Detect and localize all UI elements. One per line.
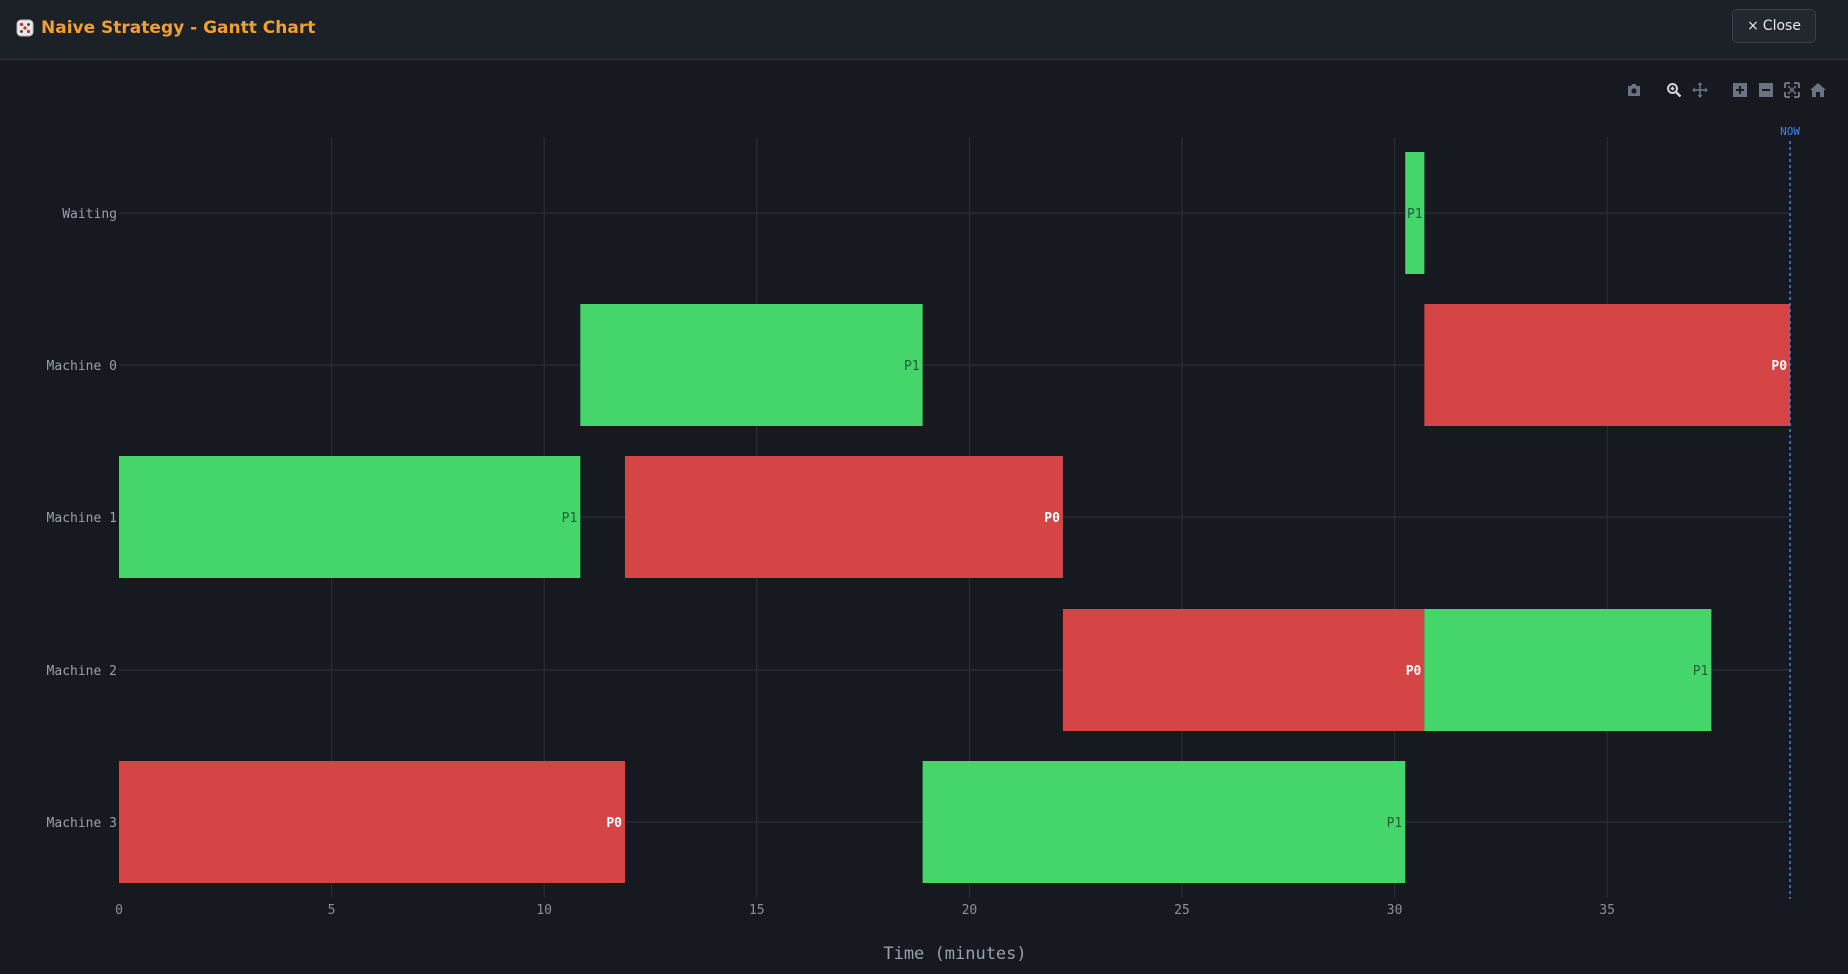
y-tick-label: Machine 0 (47, 359, 117, 374)
x-tick-label: 35 (1599, 903, 1615, 918)
close-icon: × (1747, 18, 1759, 34)
bar-label: P0 (606, 816, 622, 831)
gantt-chart: P1 P1 P0 P1 P0 P0 P1 P0 P1 NOW 0 5 10 15 20 25 30 35 Wait… (47, 125, 1801, 964)
bar-label: P1 (1387, 816, 1403, 831)
x-tick-label: 25 (1174, 903, 1190, 918)
bar-rect[interactable] (1062, 609, 1425, 731)
y-tick-label: Machine 2 (47, 664, 117, 679)
zoom-icon[interactable] (1664, 80, 1684, 100)
bars-layer: P1 P1 P0 P1 P0 P0 P1 P0 P1 NOW (119, 125, 1800, 899)
modal-header: Naive Strategy - Gantt Chart × Close (0, 0, 1848, 60)
gantt-bar-p1[interactable]: P1 (119, 456, 581, 578)
bar-rect[interactable] (1424, 609, 1712, 731)
x-tick-label: 10 (536, 903, 552, 918)
gantt-bar-p1[interactable]: P1 (1424, 609, 1712, 731)
bar-rect[interactable] (580, 304, 923, 426)
y-tick-label: Waiting (62, 207, 117, 222)
gantt-bar-p1[interactable]: P1 (580, 304, 923, 426)
bar-rect[interactable] (119, 456, 581, 578)
now-label: NOW (1780, 125, 1800, 138)
gantt-bar-p0[interactable]: P0 (119, 761, 625, 883)
bar-label: P1 (904, 359, 920, 374)
bar-label: P0 (1771, 359, 1787, 374)
autoscale-icon[interactable] (1782, 80, 1802, 100)
x-tick-label: 5 (328, 903, 336, 918)
title-wrap: Naive Strategy - Gantt Chart (15, 14, 315, 42)
close-label: Close (1762, 18, 1801, 34)
pan-icon[interactable] (1690, 80, 1710, 100)
gantt-bar-p1[interactable]: P1 (922, 761, 1406, 883)
x-tick-label: 0 (115, 903, 123, 918)
x-tick-label: 15 (749, 903, 765, 918)
gantt-bar-p0[interactable]: P0 (1062, 609, 1425, 731)
bar-label: P1 (1407, 207, 1423, 222)
y-tick-label: Machine 3 (47, 816, 117, 831)
bar-label: P1 (562, 511, 578, 526)
bar-rect[interactable] (1424, 304, 1791, 426)
axis-layer: 0 5 10 15 20 25 30 35 Waiting Machine 0 Machine 1 M… (47, 207, 1615, 918)
bar-rect[interactable] (922, 761, 1406, 883)
gantt-bar-p0[interactable]: P0 (1424, 304, 1791, 426)
gantt-bar-p0[interactable]: P0 (624, 456, 1063, 578)
bar-label: P0 (1406, 664, 1422, 679)
bar-label: P1 (1693, 664, 1709, 679)
bar-rect[interactable] (1405, 152, 1425, 274)
camera-icon[interactable] (1624, 80, 1644, 100)
chart-modebar (1624, 80, 1828, 100)
zoom-in-icon[interactable] (1730, 80, 1750, 100)
bar-label: P0 (1044, 511, 1060, 526)
zoom-out-icon[interactable] (1756, 80, 1776, 100)
x-tick-label: 20 (962, 903, 978, 918)
modal-title: Naive Strategy - Gantt Chart (41, 18, 316, 38)
close-button[interactable]: × Close (1732, 9, 1816, 43)
bar-rect[interactable] (624, 456, 1063, 578)
bar-rect[interactable] (119, 761, 625, 883)
dice-icon (15, 18, 35, 38)
y-tick-label: Machine 1 (47, 511, 117, 526)
x-axis-title: Time (minutes) (883, 944, 1026, 964)
gantt-bar-p1[interactable]: P1 (1405, 152, 1425, 274)
x-tick-label: 30 (1387, 903, 1403, 918)
home-icon[interactable] (1808, 80, 1828, 100)
